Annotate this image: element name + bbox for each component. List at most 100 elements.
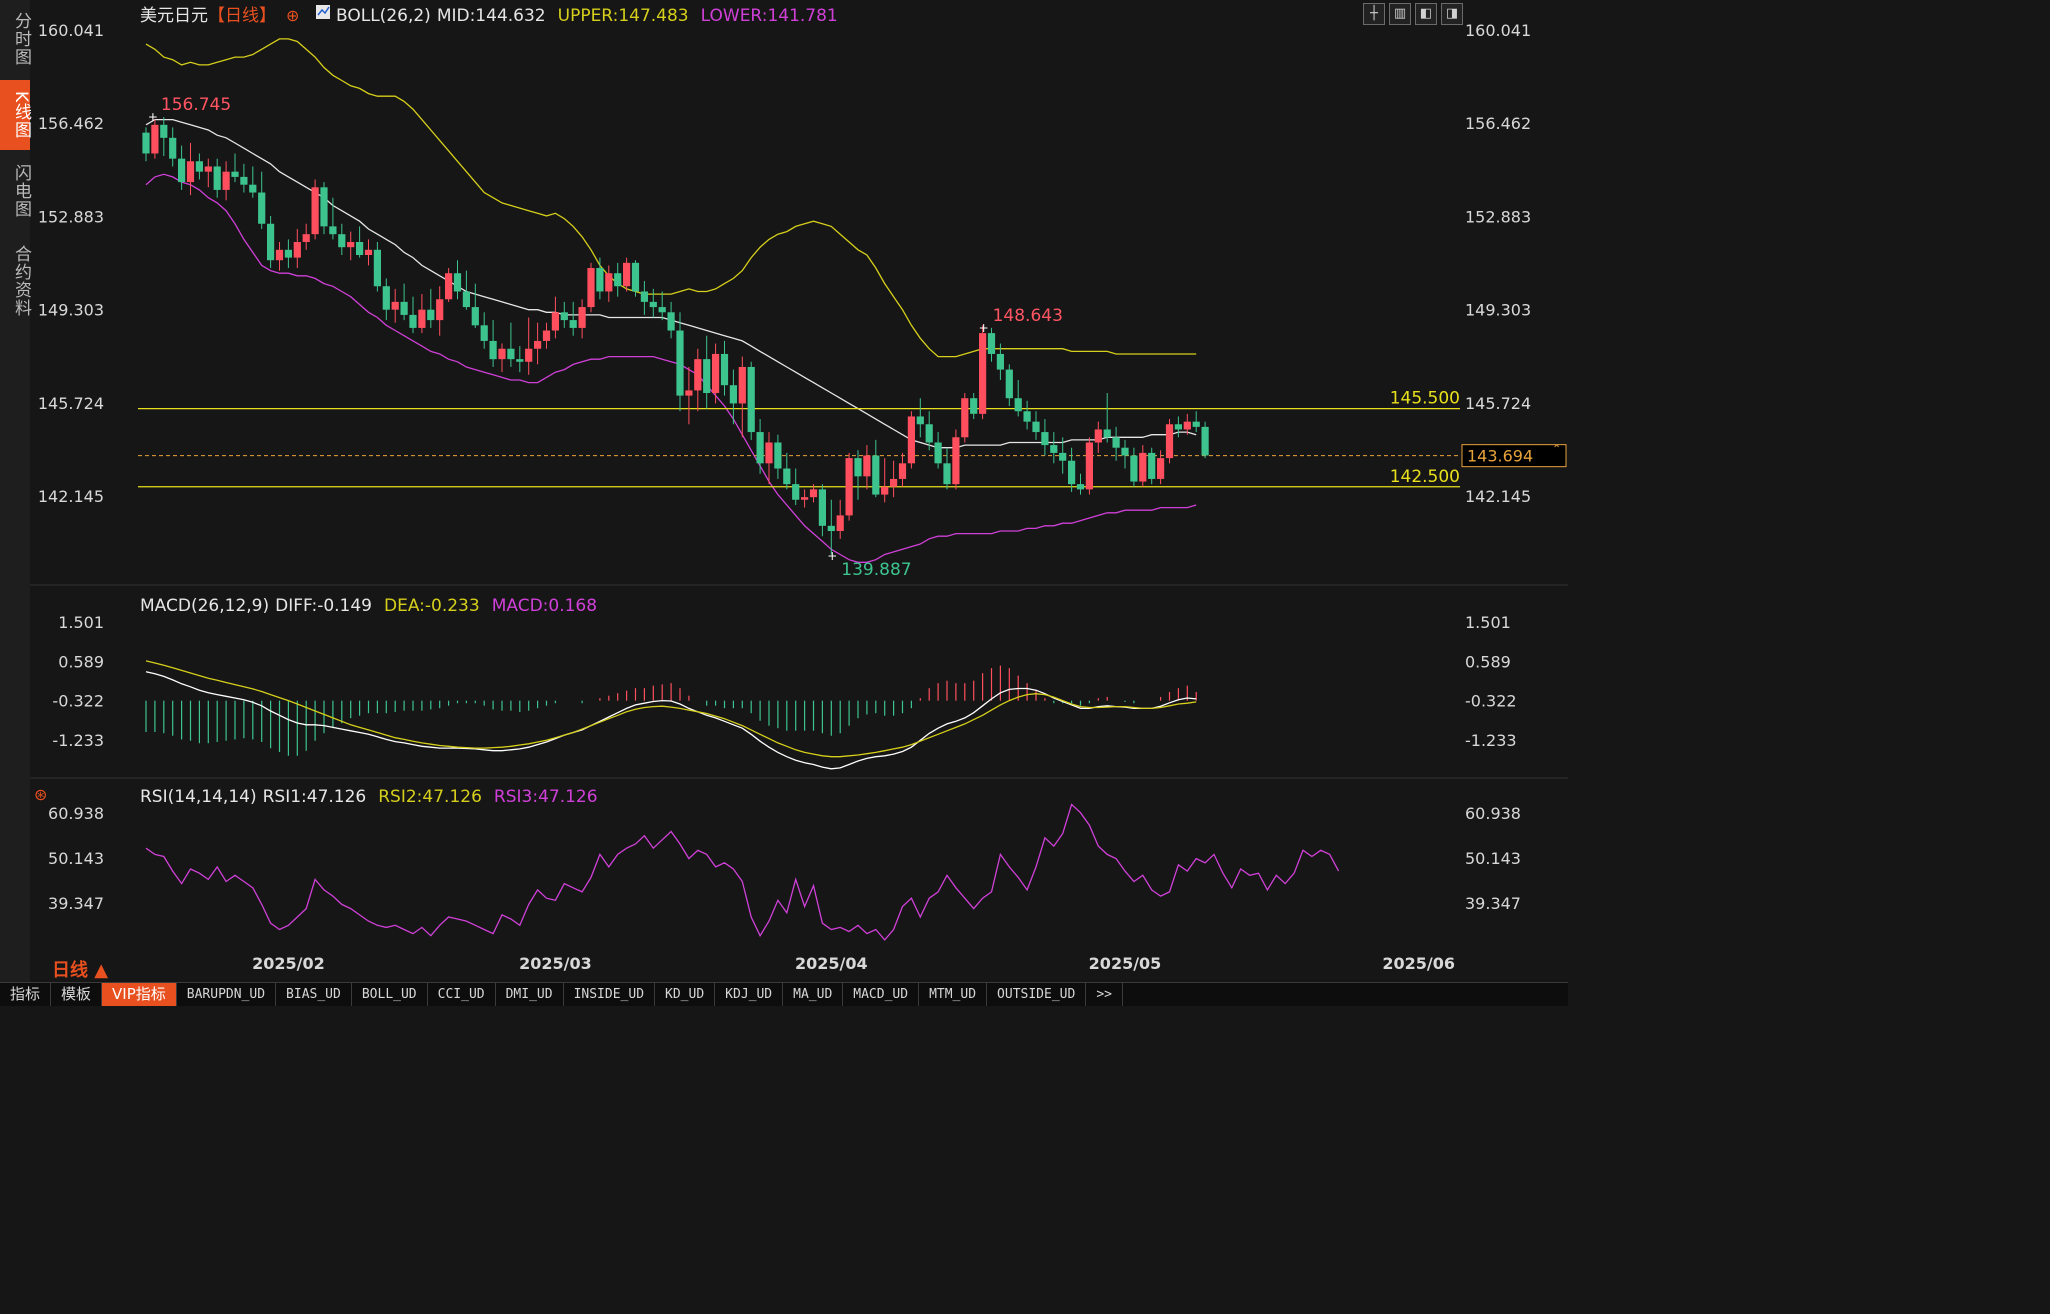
rsi-axis-label-right: 50.143 (1465, 849, 1521, 868)
tab-lightning[interactable]: 闪电图 (11, 164, 31, 218)
candle-body (498, 348, 506, 360)
price-axis-label-left: 149.303 (38, 301, 104, 320)
macd-pane: 1.501 1.501 0.589 0.589 -0.322 -0.322 -1.233 -1… (52, 613, 1517, 770)
max-marker: + (148, 110, 158, 124)
candle-body (1076, 484, 1085, 490)
candle-body (872, 455, 880, 495)
candle-body (516, 359, 524, 362)
chart-indent-left-icon[interactable]: ◧ (1415, 3, 1437, 25)
candle-body (1121, 447, 1129, 456)
candle-body (391, 301, 399, 310)
candle-body (792, 484, 800, 500)
max2-marker: + (979, 321, 989, 335)
price-axis-label-left: 160.041 (38, 21, 104, 40)
tab-contract-info[interactable]: 合约资料 (11, 245, 31, 317)
macd-axis-label-left: -0.322 (52, 692, 104, 711)
bottom-tab-cci-ud[interactable]: CCI_UD (428, 983, 496, 1006)
chart-toolbar: ┼ ▥ ◧ ◨ (1363, 3, 1463, 25)
bottom-tab-outside-ud[interactable]: OUTSIDE_UD (987, 983, 1087, 1006)
candle-body (275, 249, 284, 261)
chart-fit-icon[interactable]: ▥ (1389, 3, 1411, 25)
bottom-tab-kd-ud[interactable]: KD_UD (655, 983, 716, 1006)
price-axis-label-right: 152.883 (1465, 207, 1531, 226)
bottom-tab-dmi-ud[interactable]: DMI_UD (496, 983, 564, 1006)
bottom-tab-barupdn-ud[interactable]: BARUPDN_UD (177, 983, 277, 1006)
boll-upper-line (145, 38, 1197, 358)
price-axis-label-left: 142.145 (38, 487, 104, 506)
bottom-tab-inside-ud[interactable]: INSIDE_UD (564, 983, 656, 1006)
x-tick-label: 2025/05 (1089, 954, 1162, 973)
candle-body (160, 124, 168, 138)
candle-body (1165, 424, 1174, 459)
bottom-tab--[interactable]: 模板 (51, 983, 103, 1006)
candle-body (756, 432, 764, 464)
bottom-tab-kdj-ud[interactable]: KDJ_UD (715, 983, 784, 1006)
tab-timeshare[interactable]: 分时图 (11, 12, 31, 66)
candle-body (1050, 445, 1058, 453)
candle-body (480, 325, 488, 341)
candle-body (649, 301, 657, 308)
candle-body (703, 359, 711, 394)
bottom-tab--[interactable]: >> (1086, 983, 1123, 1006)
rsi-settings-icon[interactable]: ⊛ (34, 785, 47, 804)
candle-body (916, 416, 924, 425)
candle-body (1183, 421, 1191, 430)
candle-body (151, 124, 159, 154)
price-axis-label-left: 145.724 (38, 394, 104, 413)
price-axis-label-right: 142.145 (1465, 487, 1531, 506)
chart-canvas[interactable]: 160.041 160.041 156.462 156.462 152.883 152.8… (30, 0, 1568, 982)
bottom-tab-ma-ud[interactable]: MA_UD (783, 983, 844, 1006)
candle-body (445, 273, 453, 300)
candle-body (614, 273, 622, 287)
period-selector[interactable]: 日线 ▲ (52, 956, 108, 982)
candle-body (542, 330, 551, 341)
bottom-tab-vip-[interactable]: VIP指标 (102, 983, 177, 1006)
macd-axis-label-left: 1.501 (58, 613, 104, 632)
tab-kline[interactable]: K线图 (0, 80, 31, 150)
candle-body (471, 307, 479, 326)
candle-body (1041, 432, 1049, 446)
candle-body (934, 442, 942, 464)
candle-body (267, 223, 275, 261)
period-label: 日线 (52, 960, 88, 981)
candle-body (1103, 429, 1111, 438)
bottom-tab--[interactable]: 指标 (0, 983, 52, 1006)
boll-mid-line (145, 118, 1197, 449)
price-axis-label-left: 152.883 (38, 207, 104, 226)
candle-body (623, 262, 631, 287)
candle-body (694, 359, 702, 391)
candle-body (409, 314, 417, 328)
boll-indicator-icon[interactable] (316, 5, 330, 19)
x-tick-label: 2025/04 (795, 954, 868, 973)
candle-body (987, 333, 996, 354)
candle-body (302, 234, 310, 242)
symbol-name: 美元日元 (140, 6, 208, 26)
candle-body (249, 184, 257, 193)
candle-body (489, 340, 497, 360)
price-pane: 160.041 160.041 156.462 156.462 152.883 152.8… (38, 21, 1567, 580)
candle-body (1094, 429, 1102, 443)
x-tick-label: 2025/03 (519, 954, 592, 973)
bottom-tab-bias-ud[interactable]: BIAS_UD (276, 983, 352, 1006)
rsi-axis-label-left: 39.347 (48, 894, 104, 913)
period-tag[interactable]: 【日线】 (208, 6, 276, 26)
candle-body (320, 187, 328, 227)
bottom-tab-boll-ud[interactable]: BOLL_UD (352, 983, 428, 1006)
candle-body (551, 312, 559, 331)
x-tick-label: 2025/06 (1382, 954, 1455, 973)
candle-body (658, 307, 666, 313)
candle-body (881, 486, 889, 495)
candle-body (720, 353, 729, 386)
boll-legend: BOLL(26,2) MID:144.632 UPPER:147.483 LOWER:… (336, 6, 838, 26)
bottom-tab-mtm-ud[interactable]: MTM_UD (919, 983, 988, 1006)
candle-body (1059, 452, 1067, 461)
bottom-tab-macd-ud[interactable]: MACD_UD (843, 983, 920, 1006)
chart-indent-right-icon[interactable]: ◨ (1441, 3, 1463, 25)
candle-body (1112, 437, 1120, 448)
add-indicator-icon[interactable]: ⊕ (286, 6, 299, 25)
crosshair-icon[interactable]: ┼ (1363, 3, 1385, 25)
candle-body (258, 192, 266, 224)
candle-body (854, 458, 862, 477)
candle-body (311, 187, 319, 235)
candle-body (1023, 411, 1031, 422)
